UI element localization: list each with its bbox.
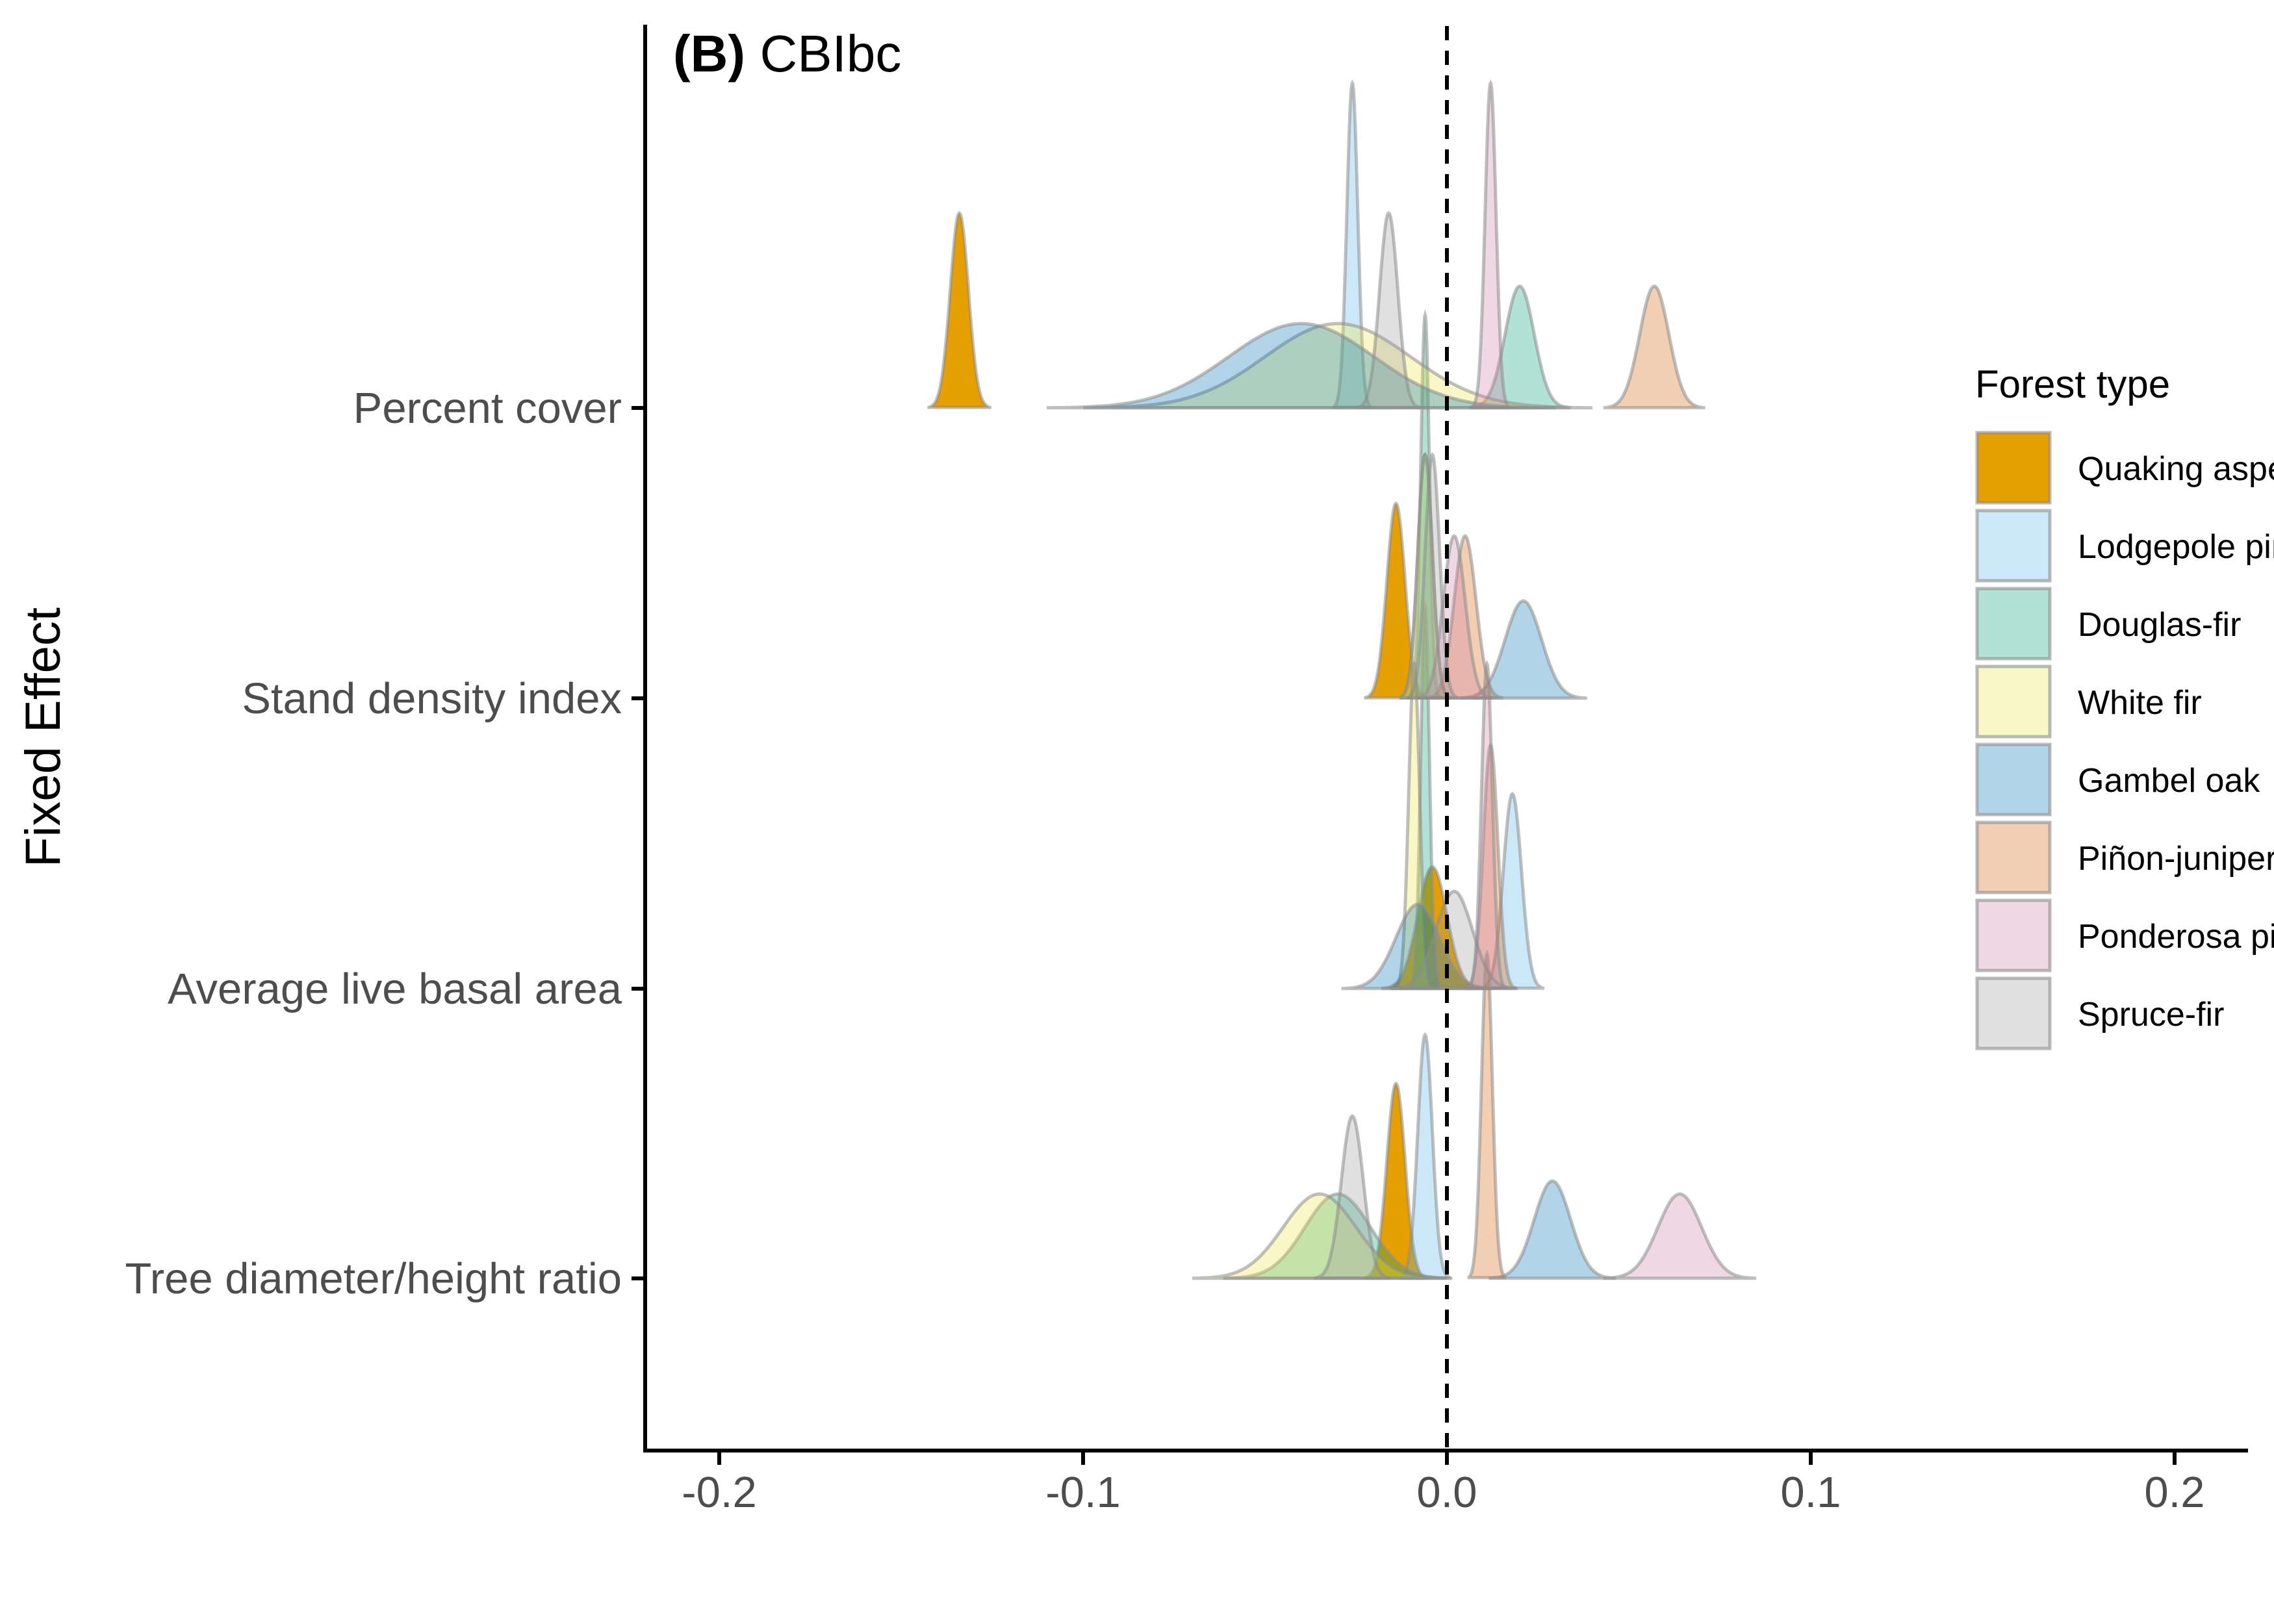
legend-label: Quaking aspen [2078, 450, 2274, 488]
legend-label: Douglas-fir [2078, 606, 2241, 644]
x-tick-label: -0.1 [1045, 1468, 1120, 1517]
density-white-fir-4 [1192, 1192, 1448, 1280]
density-lodgepole-pine-1 [1333, 79, 1372, 409]
legend-key [1975, 742, 2052, 817]
x-tick-label: 0.1 [1780, 1468, 1841, 1517]
density-spruce-fir-2 [1406, 452, 1459, 700]
legend-label: Ponderosa pine [2078, 918, 2274, 956]
legend-key [1975, 976, 2052, 1050]
density-douglas-fir-1 [1468, 284, 1571, 410]
density-quaking-aspen-4 [1364, 1081, 1429, 1280]
legend-key [1975, 665, 2052, 739]
density-quaking-aspen-1 [927, 210, 992, 409]
legend-key [1975, 587, 2052, 661]
x-tick-label: 0.0 [1416, 1468, 1477, 1517]
density-ponderosa-pine-1 [1470, 79, 1511, 409]
x-tick-label: -0.2 [682, 1468, 756, 1517]
density-douglas-fir-3 [1405, 599, 1446, 990]
density-ponderosa-pine-2 [1416, 534, 1493, 700]
legend-items: Quaking aspen Lodgepole pine Douglas-fir Wh… [1975, 431, 2274, 1050]
density-pi-on-juniper-4 [1467, 950, 1507, 1280]
legend-label: Gambel oak [2078, 762, 2260, 800]
density-white-fir-1 [1082, 322, 1593, 410]
density-spruce-fir-1 [1356, 210, 1421, 409]
legend-label: Lodgepole pine [2078, 528, 2274, 566]
legend: Forest type Quaking aspen Lodgepole pine D… [1975, 362, 2274, 1050]
y-tick-label: Tree diameter/height ratio [125, 1254, 622, 1303]
density-ponderosa-pine-3 [1467, 660, 1507, 990]
y-axis-ticks: Percent cover Stand density index Average … [125, 384, 645, 1303]
density-layer [927, 79, 1757, 1280]
density-ponderosa-pine-4 [1603, 1192, 1757, 1280]
y-axis-title: Fixed Effect [16, 607, 71, 867]
legend-label: Spruce-fir [2078, 996, 2224, 1034]
density-pi-on-juniper-1 [1603, 284, 1706, 410]
density-pi-on-juniper-2 [1426, 534, 1504, 700]
y-tick-label: Stand density index [242, 674, 622, 723]
x-tick-label: 0.2 [2144, 1468, 2204, 1517]
density-white-fir-3 [1394, 660, 1434, 990]
legend-key [1975, 820, 2052, 894]
legend-key [1975, 431, 2052, 505]
density-lodgepole-pine-4 [1399, 1032, 1451, 1280]
legend-label: Piñon-juniper [2078, 840, 2274, 878]
legend-label: White fir [2078, 684, 2202, 722]
panel-title: (B) CBIbc [673, 25, 901, 82]
legend-key [1975, 898, 2052, 972]
panel-name: CBIbc [760, 25, 902, 82]
legend-key [1975, 509, 2052, 583]
x-axis-ticks: -0.2 -0.1 0.0 0.1 0.2 [682, 1451, 2205, 1517]
density-spruce-fir-4 [1314, 1114, 1391, 1280]
y-tick-label: Average live basal area [168, 965, 622, 1013]
density-spruce-fir-3 [1390, 889, 1518, 991]
density-gambel-oak-4 [1488, 1179, 1616, 1280]
panel-letter: (B) [673, 25, 745, 82]
y-tick-label: Percent cover [353, 384, 622, 433]
legend-title: Forest type [1975, 362, 2170, 406]
